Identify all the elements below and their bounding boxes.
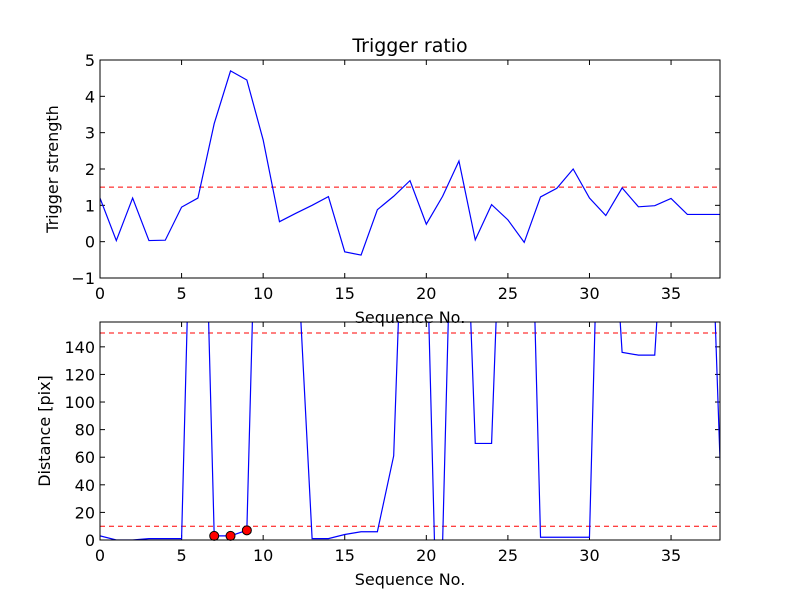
y-axis-label: Distance [pix] xyxy=(35,375,54,487)
x-tick-label: 25 xyxy=(498,284,518,303)
x-tick-label: 10 xyxy=(253,546,273,565)
y-tick-label: 5 xyxy=(85,51,95,70)
y-tick-label: 4 xyxy=(85,87,95,106)
tick-group: 0 5 10 15 20 25 30 35 0 20 40 60 80 100 120 140 xyxy=(64,322,720,565)
distance-subplot: 0 5 10 15 20 25 30 35 0 20 40 60 80 100 120 140 Sequenc… xyxy=(35,321,721,589)
x-tick-label: 0 xyxy=(95,546,105,565)
x-tick-label: 15 xyxy=(335,546,355,565)
x-tick-label: 15 xyxy=(335,284,355,303)
y-tick-label: 1 xyxy=(85,196,95,215)
y-tick-label: 0 xyxy=(85,531,95,550)
y-tick-label: 20 xyxy=(75,503,95,522)
x-tick-label: 35 xyxy=(661,546,681,565)
y-tick-label: 3 xyxy=(85,124,95,143)
x-tick-label: 30 xyxy=(579,546,599,565)
chart-title: Trigger ratio xyxy=(351,35,467,57)
y-tick-label: 80 xyxy=(75,421,95,440)
y-tick-label: 0 xyxy=(85,233,95,252)
plot-frame xyxy=(99,59,721,279)
x-tick-label: 20 xyxy=(416,546,436,565)
data-point-marker xyxy=(225,530,236,541)
x-tick-label: 25 xyxy=(498,546,518,565)
x-tick-label: 0 xyxy=(95,284,105,303)
x-tick-label: 30 xyxy=(579,284,599,303)
plot-frame xyxy=(99,321,721,541)
x-tick-label: 5 xyxy=(176,546,186,565)
y-tick-label: −1 xyxy=(71,269,95,288)
y-axis-label: Trigger strength xyxy=(43,105,62,234)
threshold-lines xyxy=(100,332,720,527)
x-tick-label: 10 xyxy=(253,284,273,303)
x-tick-label: 35 xyxy=(661,284,681,303)
x-axis-label: Sequence No. xyxy=(355,570,466,589)
x-tick-label: 20 xyxy=(416,284,436,303)
trigger-strength-series-line xyxy=(100,70,720,256)
y-tick-label: 140 xyxy=(64,338,95,357)
y-tick-label: 120 xyxy=(64,365,95,384)
y-tick-label: 40 xyxy=(75,476,95,495)
y-tick-label: 100 xyxy=(64,393,95,412)
distance-series-line xyxy=(100,322,720,540)
y-tick-label: 2 xyxy=(85,160,95,179)
data-point-marker xyxy=(209,530,220,541)
data-point-marker xyxy=(241,525,252,536)
marker-group xyxy=(209,525,252,541)
x-tick-label: 5 xyxy=(176,284,186,303)
y-tick-label: 60 xyxy=(75,448,95,467)
